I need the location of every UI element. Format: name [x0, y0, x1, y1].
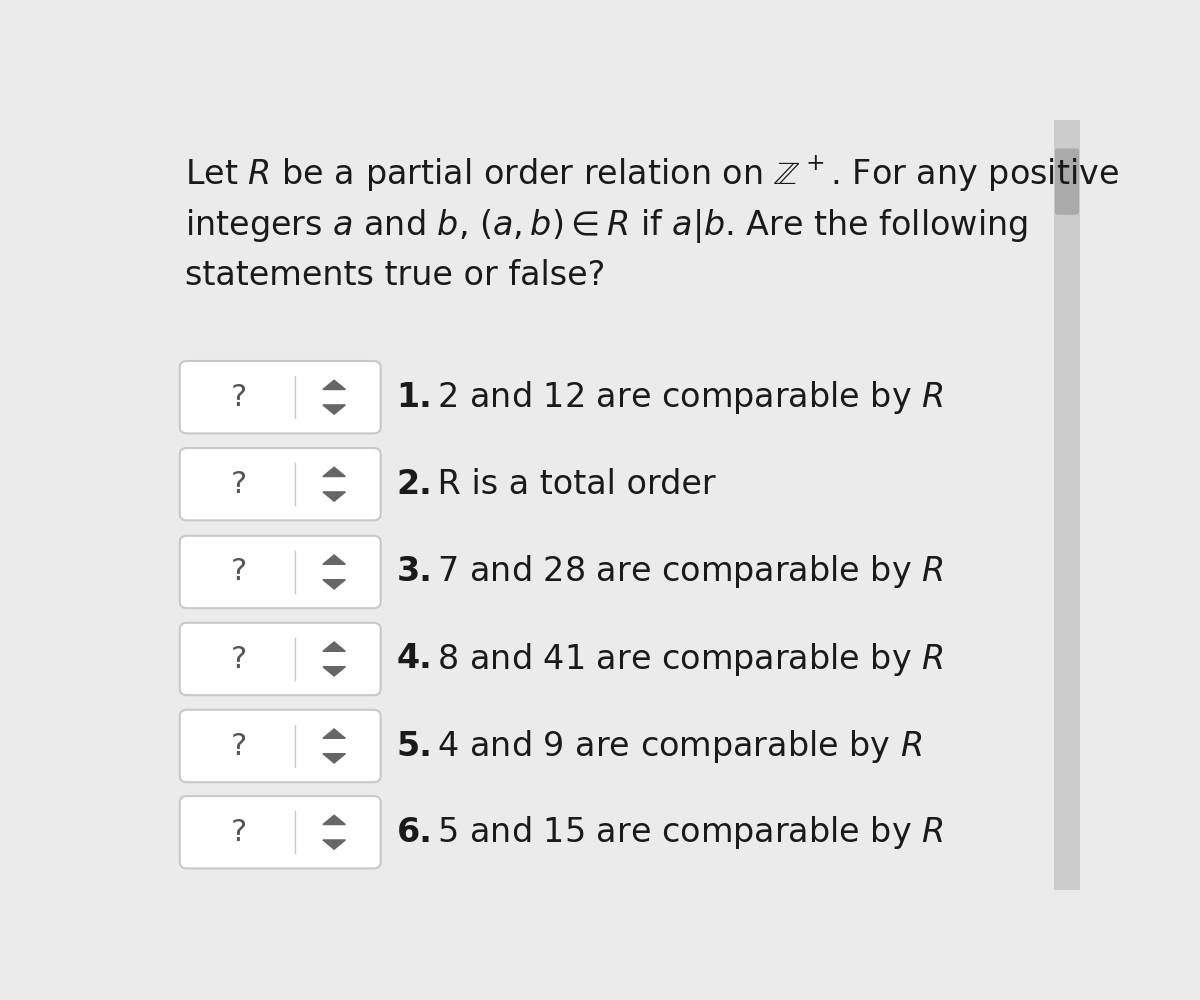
Text: 4.: 4.: [396, 643, 432, 676]
Polygon shape: [323, 405, 346, 414]
Text: 4 and 9 are comparable by $R$: 4 and 9 are comparable by $R$: [427, 728, 923, 765]
Polygon shape: [323, 467, 346, 477]
FancyBboxPatch shape: [180, 536, 380, 608]
Text: ?: ?: [232, 818, 247, 847]
FancyBboxPatch shape: [180, 623, 380, 695]
Text: ?: ?: [232, 470, 247, 499]
Text: ?: ?: [232, 557, 247, 586]
Polygon shape: [323, 380, 346, 389]
FancyBboxPatch shape: [1055, 148, 1079, 215]
FancyBboxPatch shape: [180, 361, 380, 433]
Text: ?: ?: [232, 645, 247, 674]
Text: 2.: 2.: [396, 468, 432, 501]
FancyBboxPatch shape: [180, 710, 380, 782]
Polygon shape: [323, 729, 346, 738]
Polygon shape: [323, 840, 346, 849]
Text: Let $R$ be a partial order relation on $\mathbb{Z}^+$. For any positive: Let $R$ be a partial order relation on $…: [185, 155, 1120, 194]
Text: 7 and 28 are comparable by $R$: 7 and 28 are comparable by $R$: [427, 553, 943, 590]
Text: ?: ?: [232, 732, 247, 761]
Polygon shape: [323, 492, 346, 501]
FancyBboxPatch shape: [1054, 120, 1080, 890]
Text: 5.: 5.: [396, 730, 432, 763]
Text: integers $a$ and $b$, $(a, b) \in R$ if $a|b$. Are the following: integers $a$ and $b$, $(a, b) \in R$ if …: [185, 207, 1028, 245]
Polygon shape: [323, 815, 346, 825]
FancyBboxPatch shape: [180, 448, 380, 520]
Polygon shape: [323, 642, 346, 651]
Polygon shape: [323, 555, 346, 564]
FancyBboxPatch shape: [180, 796, 380, 868]
Text: 1.: 1.: [396, 381, 432, 414]
Text: 3.: 3.: [396, 555, 432, 588]
Polygon shape: [323, 754, 346, 763]
Text: 6.: 6.: [396, 816, 432, 849]
Text: 5 and 15 are comparable by $R$: 5 and 15 are comparable by $R$: [427, 814, 943, 851]
Text: R is a total order: R is a total order: [427, 468, 715, 501]
Text: ?: ?: [232, 383, 247, 412]
Polygon shape: [323, 580, 346, 589]
Text: statements true or false?: statements true or false?: [185, 259, 606, 292]
Polygon shape: [323, 667, 346, 676]
Text: 2 and 12 are comparable by $R$: 2 and 12 are comparable by $R$: [427, 379, 943, 416]
Text: 8 and 41 are comparable by $R$: 8 and 41 are comparable by $R$: [427, 641, 943, 678]
